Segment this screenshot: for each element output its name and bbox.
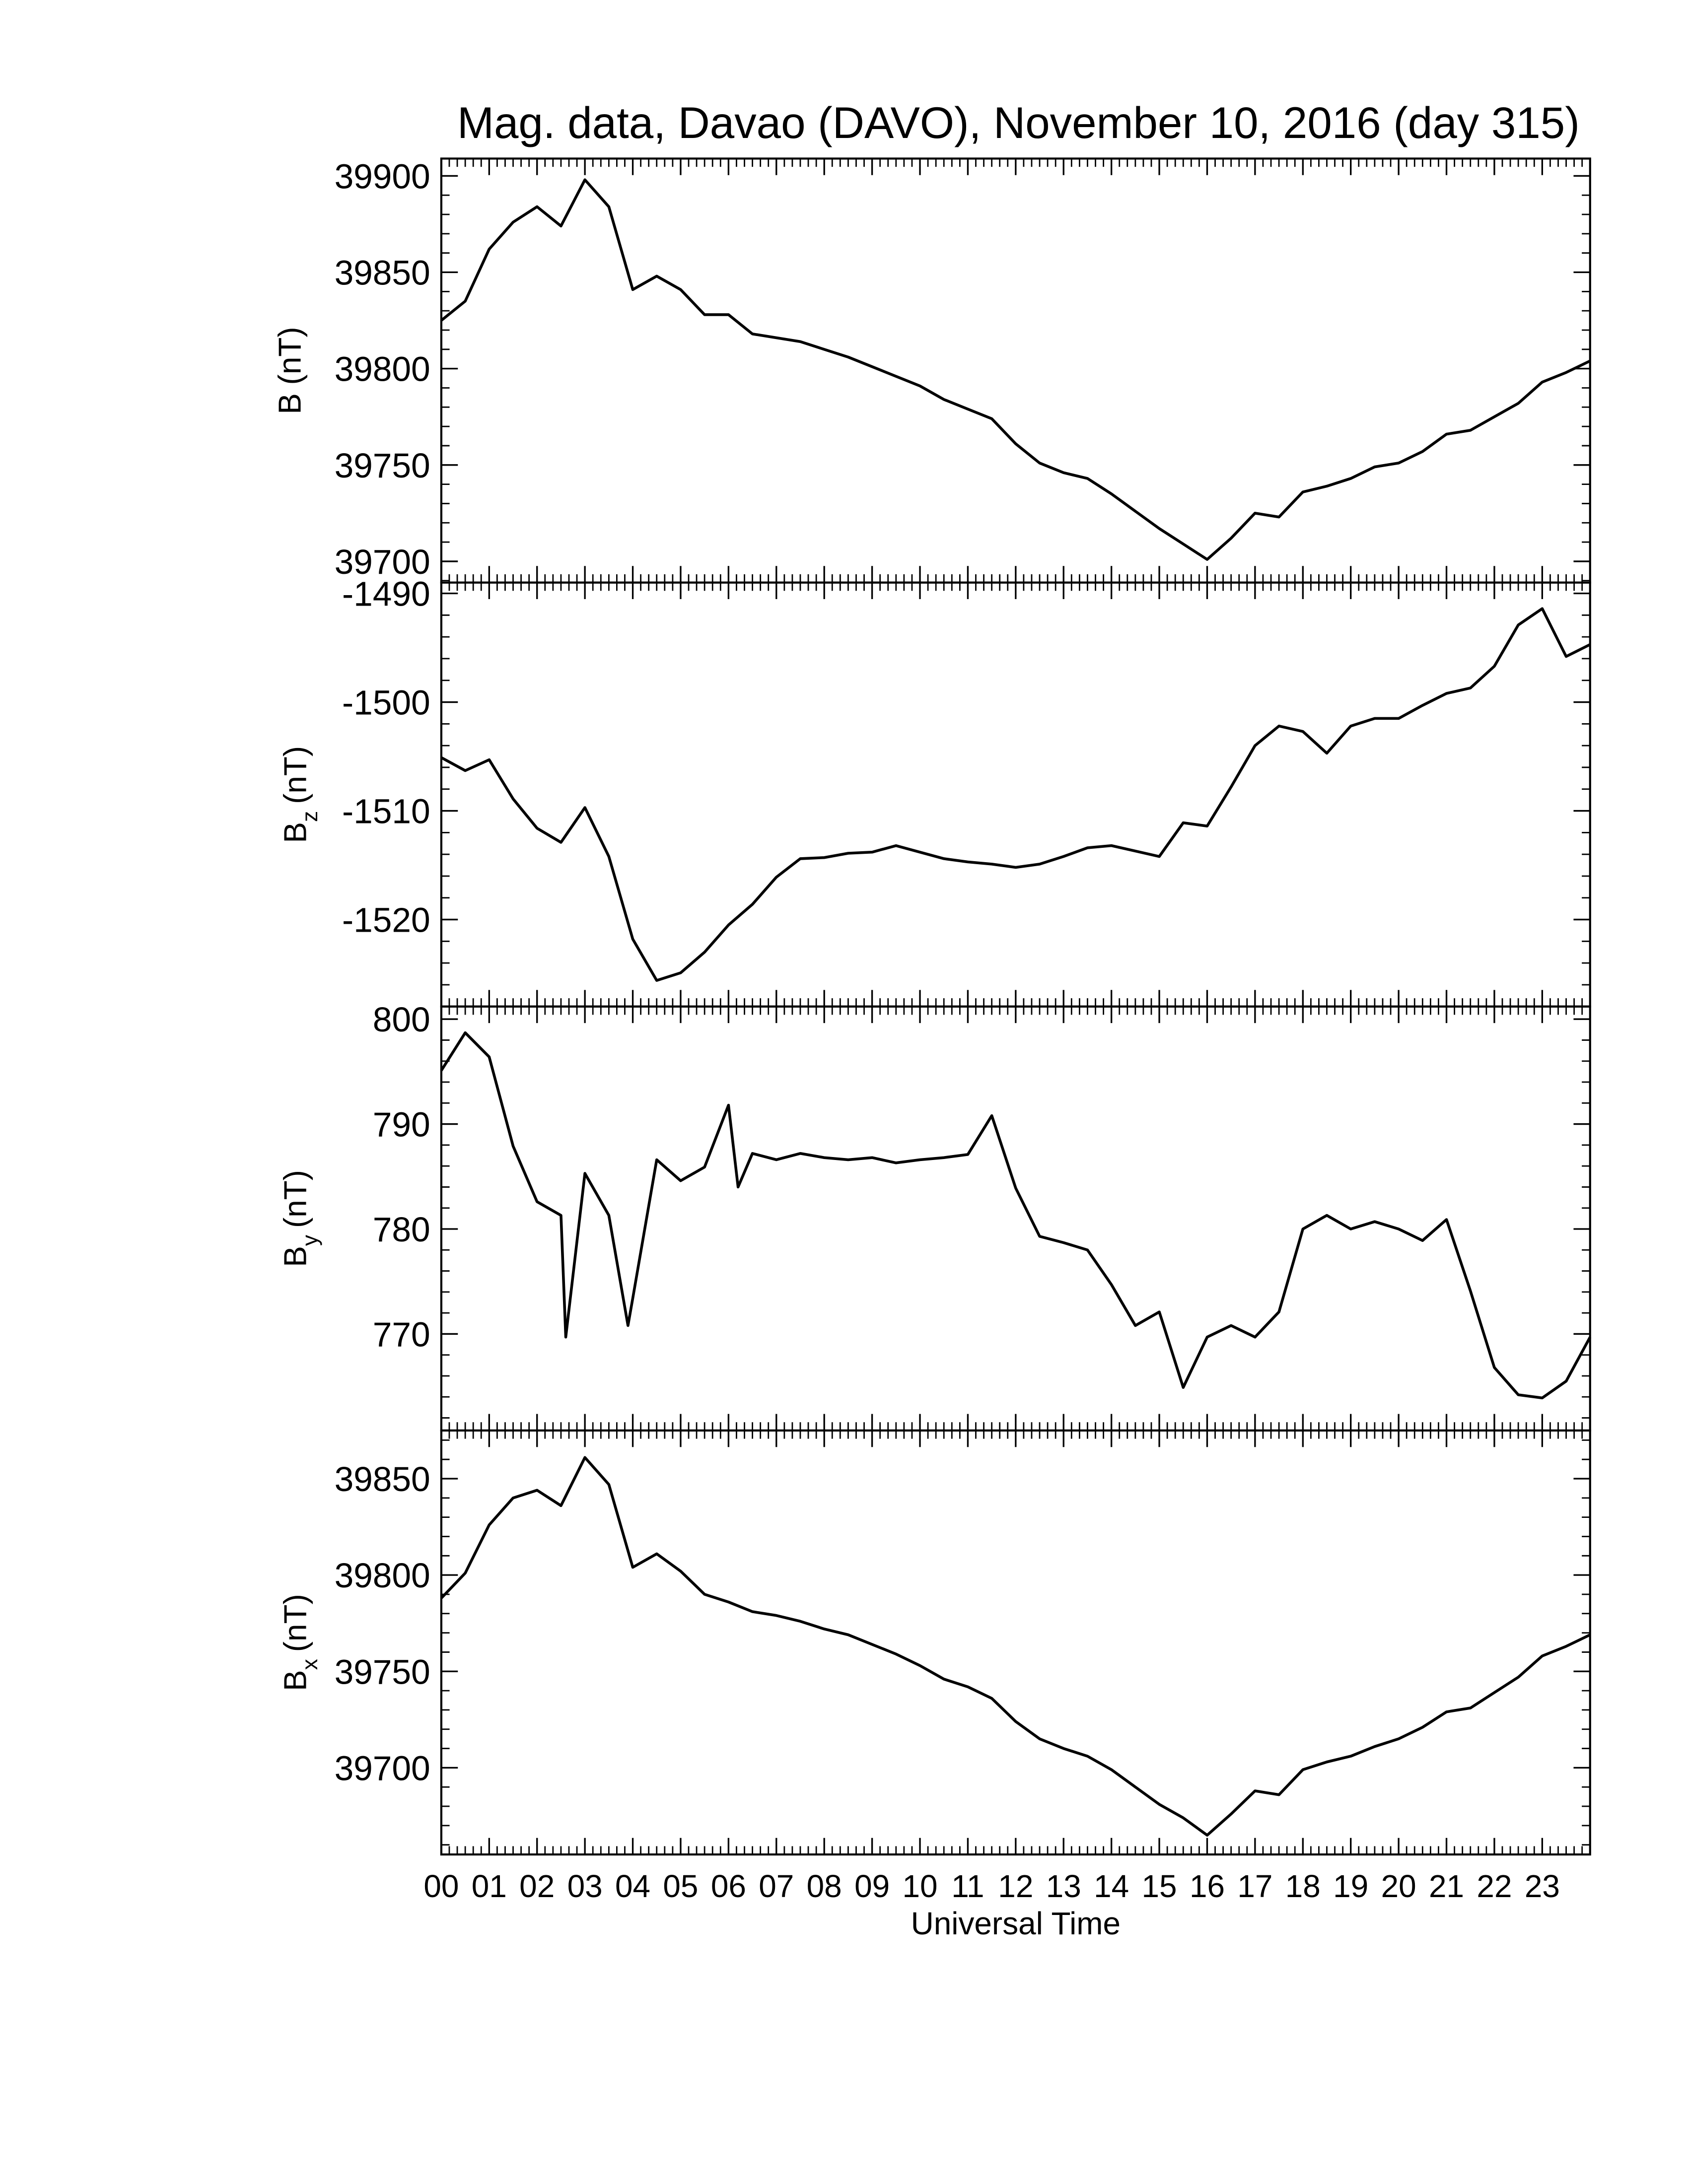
x-tick-label: 18 [1285, 1868, 1321, 1904]
y-tick-label: 39850 [335, 1460, 430, 1499]
data-line [440, 178, 1591, 561]
y-tick-label: -1490 [342, 575, 430, 614]
x-tick-label: 23 [1525, 1868, 1560, 1904]
y-label-symbol: B [278, 1246, 313, 1267]
x-tick-label: 19 [1333, 1868, 1368, 1904]
x-tick-label: 10 [902, 1868, 937, 1904]
y-tick-label: 39750 [335, 446, 430, 485]
y-label-unit: (nT) [278, 1594, 313, 1652]
x-tick-label: 14 [1094, 1868, 1129, 1904]
y-tick-label: 770 [373, 1315, 430, 1354]
y-tick-label: 39700 [335, 543, 430, 581]
y-label-subscript: y [298, 1234, 322, 1246]
y-tick-label: -1510 [342, 792, 430, 831]
x-tick-label: 02 [519, 1868, 555, 1904]
x-tick-label: 01 [472, 1868, 507, 1904]
y-tick-label: 800 [373, 1000, 430, 1039]
x-tick-label: 12 [998, 1868, 1033, 1904]
y-tick-label: -1500 [342, 683, 430, 722]
x-tick-label: 16 [1190, 1868, 1225, 1904]
y-label-symbol: B [278, 822, 313, 843]
x-tick-label: 06 [711, 1868, 746, 1904]
data-line [440, 1031, 1592, 1400]
y-axis-label: By (nT) [278, 1170, 322, 1267]
y-axis-label: Bx (nT) [278, 1594, 322, 1691]
plot-frame [440, 1429, 1591, 1856]
y-tick-label: 39850 [335, 254, 430, 292]
y-axis-label: Bz (nT) [278, 746, 322, 843]
x-tick-label: 17 [1237, 1868, 1272, 1904]
y-tick-label: 790 [373, 1105, 430, 1144]
x-tick-label: 09 [854, 1868, 890, 1904]
x-tick-label: 04 [615, 1868, 650, 1904]
x-tick-label: 07 [759, 1868, 794, 1904]
y-tick-label: 39750 [335, 1652, 430, 1691]
y-label-unit: (nT) [278, 1170, 313, 1228]
chart-title: Mag. data, Davao (DAVO), November 10, 20… [457, 98, 1580, 147]
data-line [440, 1456, 1591, 1837]
y-tick-label: 780 [373, 1210, 430, 1249]
x-tick-label: 03 [567, 1868, 603, 1904]
y-label-symbol: B [272, 393, 308, 414]
y-tick-label: 39700 [335, 1749, 430, 1787]
x-tick-label: 15 [1142, 1868, 1177, 1904]
x-tick-label: 21 [1429, 1868, 1464, 1904]
x-tick-label: 13 [1046, 1868, 1081, 1904]
y-tick-label: -1520 [342, 901, 430, 940]
y-tick-label: 39800 [335, 1556, 430, 1595]
data-line [440, 607, 1591, 982]
y-label-unit: (nT) [278, 746, 313, 804]
x-tick-label: 08 [807, 1868, 842, 1904]
y-axis-label: B (nT) [272, 327, 308, 414]
x-tick-label: 22 [1477, 1868, 1512, 1904]
x-tick-label: 20 [1381, 1868, 1416, 1904]
y-label-subscript: z [298, 811, 322, 822]
x-tick-label: 00 [423, 1868, 459, 1904]
y-label-symbol: B [278, 1670, 313, 1691]
x-tick-label: 05 [663, 1868, 698, 1904]
x-tick-label: 11 [951, 1868, 984, 1904]
y-tick-label: 39800 [335, 350, 430, 389]
y-tick-label: 39900 [335, 157, 430, 196]
x-axis-label: Universal Time [911, 1906, 1121, 1941]
y-label-unit: (nT) [272, 327, 308, 385]
y-label-subscript: x [298, 1659, 322, 1670]
